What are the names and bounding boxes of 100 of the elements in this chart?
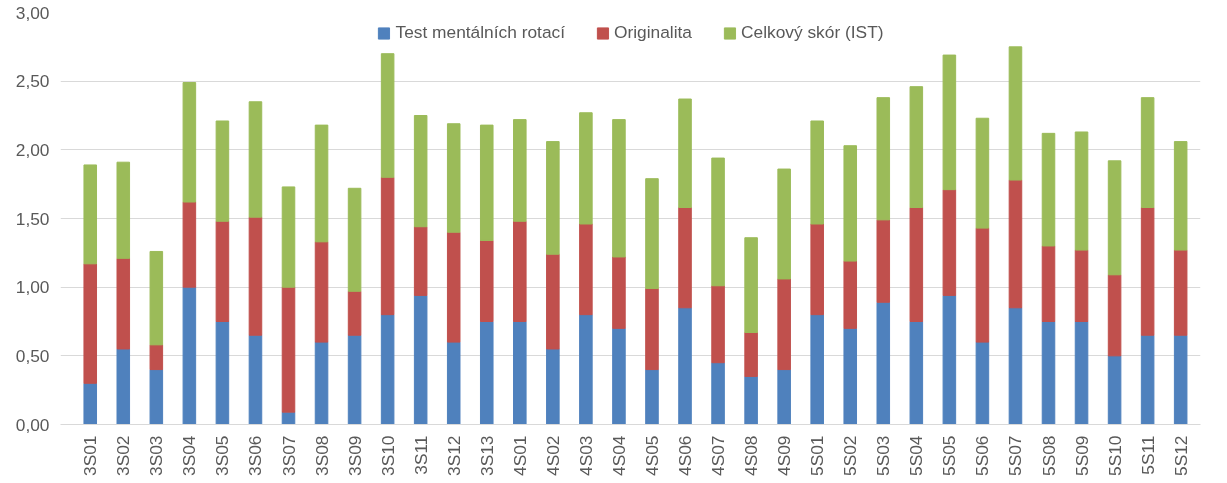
bar [479,239,494,322]
x-tick-label: 5S12 [1170,435,1191,476]
y-tick-label: 2,00 [15,139,50,160]
x-tick-label: 5S10 [1104,435,1125,476]
legend-label: Test mentálních rotací [395,22,565,43]
bar [777,168,791,280]
bar [248,101,263,218]
bar [711,362,725,425]
bar [1173,334,1188,425]
bar [215,321,230,425]
bar [314,341,329,425]
y-tick-label: 0,00 [15,414,50,435]
bar [777,278,791,371]
bar [1008,307,1023,425]
x-tick-label: 5S11 [1137,435,1158,475]
x-tick-label: 3S11 [410,435,431,475]
bar [612,327,626,425]
x-tick-label: 3S01 [80,435,101,476]
bar [513,321,527,425]
x-tick-label: 5S03 [873,435,894,476]
x-tick-label: 5S01 [807,435,828,476]
bar [347,290,362,336]
x-tick-label: 4S05 [641,435,662,476]
bar [1107,274,1122,357]
bar [116,161,131,259]
x-tick-label: 3S13 [476,435,497,476]
x-tick-label: 4S06 [675,435,696,476]
y-tick-label: 3,00 [15,2,50,23]
bar [1041,321,1056,425]
bar [380,53,395,178]
x-tick-label: 4S07 [708,435,729,476]
bar [678,207,692,309]
bar [975,341,990,425]
x-tick-label: 5S04 [906,435,927,476]
x-tick-label: 3S06 [245,435,266,476]
bar [215,220,230,322]
x-tick-label: 3S05 [212,435,233,476]
bar [942,294,957,425]
bar [678,307,692,425]
y-tick-label: 2,50 [15,71,50,92]
bar [1074,131,1089,251]
bar [149,344,164,371]
bar [678,98,692,209]
bar [711,285,725,364]
bar [116,348,131,425]
legend-label: Originalita [614,22,693,43]
bar [711,157,725,287]
x-tick-label: 4S01 [509,435,530,476]
bar [413,226,428,296]
bar [1008,46,1023,181]
bar [446,231,461,343]
bar [83,263,98,384]
bar [645,178,659,290]
bar [281,286,296,413]
bar [909,86,924,209]
x-tick-label: 3S03 [146,435,167,476]
bar [546,348,560,425]
bar [909,207,924,322]
bar [1173,141,1188,251]
x-tick-label: 4S08 [741,435,762,476]
bar [810,223,824,316]
bar [1173,249,1188,336]
x-tick-label: 5S08 [1038,435,1059,476]
bar [347,334,362,425]
bar [1041,245,1056,322]
bar [413,115,428,228]
bar [149,250,164,346]
bar [843,145,858,262]
bar [744,375,758,425]
bar [942,189,957,296]
bar [645,288,659,371]
bar [1140,334,1155,425]
bar [546,141,560,255]
bar [612,256,626,329]
y-tick-label: 1,00 [15,277,50,298]
bar [1140,207,1155,336]
bar [810,120,824,225]
bar [446,341,461,425]
x-tick-label: 5S02 [840,435,861,476]
bar [744,331,758,377]
x-tick-label: 3S12 [443,435,464,476]
bar [876,301,891,425]
x-tick-label: 4S09 [774,435,795,476]
bar [1074,249,1089,322]
bar [645,369,659,425]
bar [83,164,98,265]
bar [876,97,891,221]
bar [248,334,263,425]
x-tick-label: 3S08 [311,435,332,476]
bar [546,253,560,350]
bar [116,257,131,350]
bar [215,120,230,222]
bar [1107,160,1122,276]
legend-label: Celkový skór (IST) [741,22,884,43]
bar [182,82,197,203]
bar [810,314,824,425]
x-tick-label: 3S02 [113,435,134,476]
bar [975,117,990,229]
x-tick-label: 5S09 [1071,435,1092,476]
bar [314,241,329,343]
